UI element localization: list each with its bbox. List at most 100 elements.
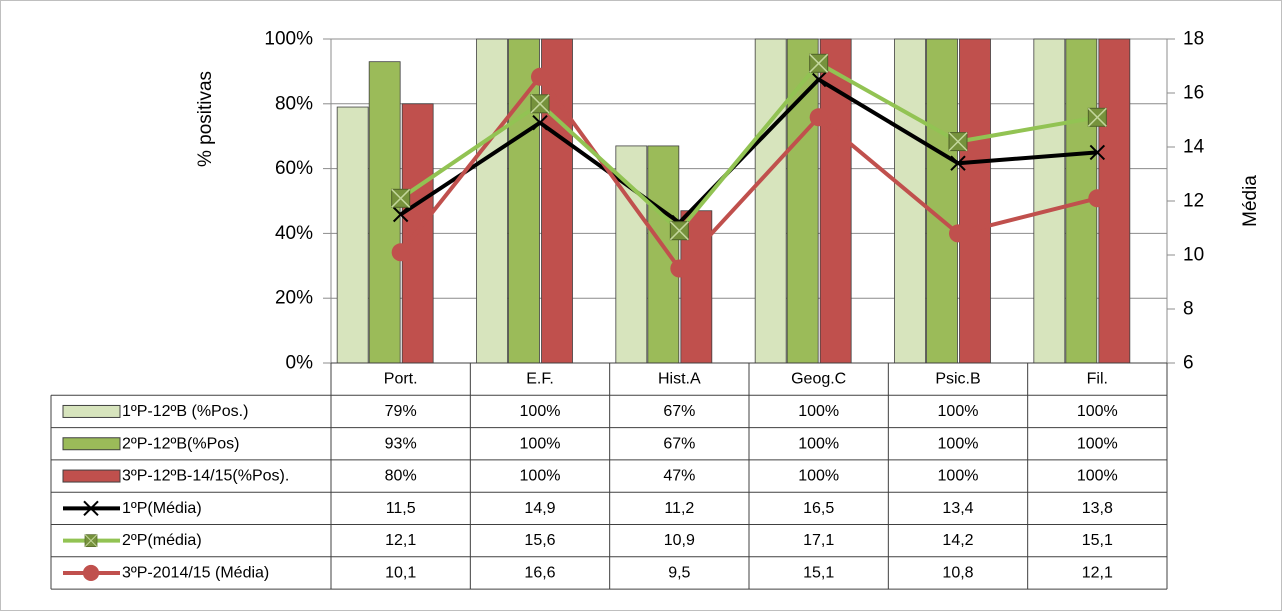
data-point bbox=[809, 108, 828, 127]
bar bbox=[959, 38, 991, 364]
table-cell: 100% bbox=[938, 435, 979, 452]
axes-layer: 0% 20% 40% 60% 80% 100% 6 8 10 12 14 16 18 bbox=[264, 29, 1204, 374]
table-cell: 100% bbox=[1077, 468, 1118, 485]
y-tick-label: 40% bbox=[275, 223, 313, 244]
table-cell: 100% bbox=[520, 468, 561, 485]
category-label: Fil. bbox=[1087, 371, 1108, 388]
bar bbox=[647, 145, 680, 364]
table-cell: 9,5 bbox=[668, 564, 690, 581]
legend-key bbox=[62, 404, 121, 418]
bar bbox=[476, 38, 508, 364]
table-cell: 100% bbox=[1077, 435, 1118, 452]
category-label: Port. bbox=[384, 371, 418, 388]
y-tick-label: 100% bbox=[264, 29, 313, 50]
legend-label: 2ºP-12ºB(%Pos) bbox=[122, 435, 240, 452]
table-cell: 13,8 bbox=[1082, 500, 1113, 517]
legend-marker bbox=[82, 564, 100, 582]
table-cell: 100% bbox=[798, 468, 839, 485]
table-cell: 14,9 bbox=[524, 500, 555, 517]
table-cell: 14,2 bbox=[942, 532, 973, 549]
table-cell: 100% bbox=[520, 435, 561, 452]
bars-layer bbox=[336, 38, 1131, 364]
data-point bbox=[950, 155, 966, 171]
bar bbox=[1033, 38, 1066, 364]
legend-key bbox=[62, 469, 121, 483]
y2-tick-label: 18 bbox=[1183, 29, 1204, 50]
legend-label: 2ºP(média) bbox=[122, 532, 202, 549]
bar bbox=[754, 38, 787, 364]
table-cell: 13,4 bbox=[942, 500, 973, 517]
table-cell: 10,1 bbox=[385, 564, 416, 581]
table-cell: 17,1 bbox=[803, 532, 834, 549]
table-cell: 15,1 bbox=[1082, 532, 1113, 549]
data-point bbox=[532, 114, 548, 131]
table-cell: 93% bbox=[385, 435, 417, 452]
lines-layer bbox=[391, 53, 1107, 278]
data-point bbox=[1089, 144, 1106, 161]
table-cell: 80% bbox=[385, 468, 417, 485]
y-tick-label: 60% bbox=[275, 158, 313, 179]
bar bbox=[541, 38, 573, 364]
y2-axis-label: Média bbox=[1240, 175, 1261, 227]
y2-tick-label: 16 bbox=[1183, 83, 1204, 104]
table-cell: 15,1 bbox=[803, 564, 834, 581]
table-cell: 100% bbox=[938, 403, 979, 420]
legend-label: 1ºP(Média) bbox=[122, 500, 202, 517]
legend-marker bbox=[84, 534, 98, 548]
table-cell: 67% bbox=[663, 435, 695, 452]
category-label: Psic.B bbox=[935, 371, 980, 388]
table-cell: 100% bbox=[520, 403, 561, 420]
table-cell: 10,8 bbox=[942, 564, 973, 581]
table-cell: 16,6 bbox=[524, 564, 555, 581]
table-cell: 100% bbox=[798, 403, 839, 420]
table-cell: 12,1 bbox=[385, 532, 416, 549]
table-cell: 16,5 bbox=[803, 500, 834, 517]
table-cell: 100% bbox=[938, 468, 979, 485]
y-tick-label: 80% bbox=[275, 93, 313, 114]
data-point bbox=[670, 259, 689, 278]
table-cell: 12,1 bbox=[1082, 564, 1113, 581]
series-line bbox=[399, 61, 1098, 233]
legend-marker bbox=[83, 500, 99, 517]
legend-label: 1ºP-12ºB (%Pos.) bbox=[122, 403, 248, 420]
data-point bbox=[669, 221, 689, 241]
data-point bbox=[809, 53, 829, 73]
bar bbox=[926, 38, 958, 364]
y-tick-label: 0% bbox=[286, 353, 314, 374]
category-label: Geog.C bbox=[791, 371, 846, 388]
data-point bbox=[810, 71, 827, 88]
table-cell: 79% bbox=[385, 403, 417, 420]
data-point bbox=[531, 67, 549, 86]
y2-tick-label: 12 bbox=[1183, 191, 1204, 212]
data-point bbox=[948, 132, 968, 152]
table-cell: 100% bbox=[798, 435, 839, 452]
bar bbox=[368, 61, 401, 364]
table-cell: 15,6 bbox=[524, 532, 555, 549]
data-point bbox=[391, 243, 410, 262]
category-label: Hist.A bbox=[658, 371, 701, 388]
series-line bbox=[399, 77, 1098, 225]
table-cell: 11,5 bbox=[386, 500, 416, 517]
bar bbox=[508, 38, 540, 364]
legend-label: 3ºP-2014/15 (Média) bbox=[122, 564, 269, 581]
y2-tick-label: 6 bbox=[1183, 353, 1194, 374]
table-cell: 11,2 bbox=[664, 500, 694, 517]
y-tick-label: 20% bbox=[275, 288, 313, 309]
data-table: Port. E.F. Hist.A Geog.C Psic.B Fil. 1ºP-12ºB … bbox=[50, 362, 1168, 590]
category-label: E.F. bbox=[526, 371, 554, 388]
table-cell: 67% bbox=[663, 403, 695, 420]
legend-label: 3ºP-12ºB-14/15(%Pos). bbox=[122, 468, 289, 485]
data-point bbox=[949, 224, 967, 243]
data-point bbox=[391, 188, 411, 208]
table-cell: 10,9 bbox=[664, 532, 695, 549]
y-axis-label: % positivas bbox=[195, 71, 216, 167]
bar bbox=[336, 106, 369, 364]
data-point bbox=[392, 206, 409, 223]
y2-tick-label: 14 bbox=[1183, 137, 1205, 158]
bar bbox=[819, 38, 852, 364]
legend-key bbox=[62, 437, 121, 451]
y2-tick-label: 8 bbox=[1183, 299, 1194, 320]
data-point bbox=[1087, 107, 1107, 127]
